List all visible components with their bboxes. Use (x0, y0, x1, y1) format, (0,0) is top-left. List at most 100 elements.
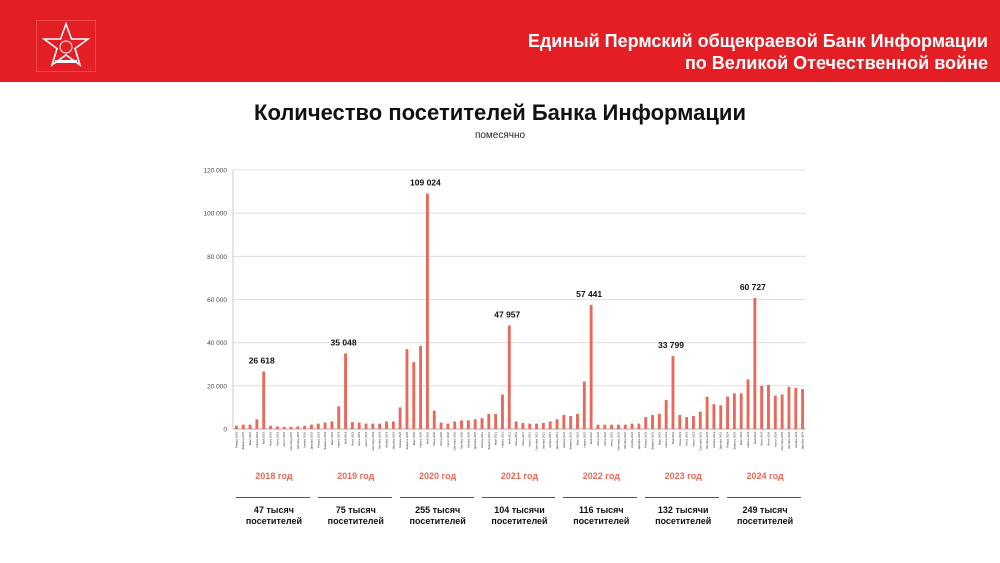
bar (357, 422, 361, 429)
x-tick-label: Август 2021 (528, 432, 532, 447)
x-tick-label: Май 2022 (589, 432, 593, 444)
x-tick-label: Июль 2020 (439, 432, 443, 446)
x-tick-label: Ноябрь 2023 (712, 432, 716, 449)
x-tick-label: Апрель 2022 (582, 431, 586, 447)
visitors-count: 75 тысяч (335, 505, 376, 515)
x-tick-label: Июнь 2018 (269, 432, 273, 446)
year-label: 2019 год (337, 471, 375, 481)
x-tick-label: Февраль 2019 (323, 432, 327, 450)
bar (589, 305, 593, 429)
year-label: 2024 год (746, 471, 784, 481)
x-tick-label: Октябрь 2019 (378, 432, 382, 450)
x-tick-label: Октябрь 2020 (460, 432, 464, 450)
x-tick-label: Январь 2024 (726, 431, 730, 447)
bar (732, 393, 736, 429)
x-tick-label: Декабрь 2023 (719, 432, 723, 450)
bar (548, 421, 552, 429)
x-tick-label: Октябрь 2022 (623, 432, 627, 450)
x-tick-label: Декабрь 2020 (473, 432, 477, 450)
x-tick-label: Август 2023 (691, 432, 695, 447)
bar (514, 421, 518, 429)
bar (630, 423, 634, 429)
bar (657, 413, 661, 429)
bar (473, 419, 477, 429)
bar (569, 416, 573, 429)
bar (610, 424, 614, 429)
red-star-emblem-icon (35, 19, 97, 73)
bar (439, 422, 443, 429)
data-label: 47 957 (494, 309, 520, 319)
bar (555, 419, 559, 429)
header-bar: Единый Пермский общекраевой Банк Информа… (0, 0, 1000, 82)
bar (698, 411, 702, 429)
visitors-count: 249 тысяч (742, 505, 788, 515)
bar (487, 413, 491, 429)
year-separator-line (481, 497, 556, 498)
bar (794, 387, 798, 429)
bar (262, 371, 266, 429)
bar (269, 425, 272, 429)
visitors-word: посетителей (573, 516, 630, 526)
visitors-word: посетителей (736, 516, 794, 526)
bar (582, 381, 586, 429)
header-title-line2: по Великой Отечественной войне (684, 53, 988, 73)
header-title-line1: Единый Пермский общекраевой Банк Информа… (527, 31, 988, 51)
bar (739, 393, 743, 429)
visitors-word: посетителей (491, 516, 548, 526)
x-tick-label: Декабрь 2019 (391, 432, 395, 450)
x-tick-label: Ноябрь 2020 (466, 432, 470, 449)
bar (275, 426, 279, 429)
x-tick-label: Ноябрь 2022 (630, 432, 634, 449)
bar (616, 424, 620, 429)
bar (255, 419, 259, 429)
visitors-count: 116 тысяч (579, 505, 624, 515)
y-tick-label: 80 000 (207, 254, 227, 261)
bar (248, 424, 252, 429)
bar (364, 423, 368, 429)
year-separator-line (645, 497, 720, 498)
x-tick-label: Ноябрь 2024 (794, 432, 798, 449)
bar (480, 418, 484, 429)
bar (719, 405, 723, 429)
x-tick-label: Июль 2022 (603, 432, 607, 446)
x-tick-label: Октябрь 2024 (787, 432, 791, 450)
data-label: 109 024 (410, 178, 441, 188)
x-tick-label: Март 2024 (739, 431, 743, 445)
data-label: 35 048 (331, 337, 357, 347)
bar (671, 356, 675, 429)
x-tick-label: Июль 2021 (521, 432, 525, 446)
year-visitors-total: 116 тысяч посетителей (561, 505, 641, 527)
year-label: 2022 год (582, 471, 620, 481)
x-tick-label: Май 2019 (344, 432, 348, 444)
header-title: Единый Пермский общекраевой Банк Информа… (528, 30, 988, 74)
bar (528, 423, 532, 429)
y-tick-label: 0 (223, 427, 227, 434)
bar (678, 414, 682, 429)
x-tick-label: Апрель 2024 (746, 431, 750, 447)
x-tick-label: Январь 2019 (316, 431, 320, 447)
x-tick-label: Январь 2020 (398, 431, 402, 447)
x-tick-label: Март 2020 (412, 431, 416, 445)
bar (623, 424, 627, 429)
bar (760, 385, 764, 429)
bar (234, 425, 238, 429)
bar (378, 423, 382, 429)
bar (241, 424, 245, 429)
bar (507, 325, 511, 429)
bar (651, 414, 654, 429)
x-tick-label: Июнь 2024 (760, 432, 764, 446)
bar (521, 422, 525, 429)
x-tick-label: Сентябрь 2021 (535, 431, 539, 450)
bar (432, 410, 436, 429)
x-tick-label: Июль 2023 (685, 432, 689, 446)
bar (466, 420, 470, 429)
year-visitors-total: 47 тысяч посетителей (234, 505, 314, 527)
bar (330, 421, 334, 429)
x-tick-label: Декабрь 2018 (309, 432, 313, 450)
x-tick-label: Март 2023 (657, 431, 661, 445)
x-tick-label: Март 2022 (575, 431, 579, 445)
x-tick-label: Июль 2019 (357, 432, 361, 446)
y-tick-label: 120 000 (204, 168, 228, 175)
x-tick-label: Февраль 2020 (405, 432, 409, 450)
x-tick-label: Июль 2024 (766, 432, 770, 446)
